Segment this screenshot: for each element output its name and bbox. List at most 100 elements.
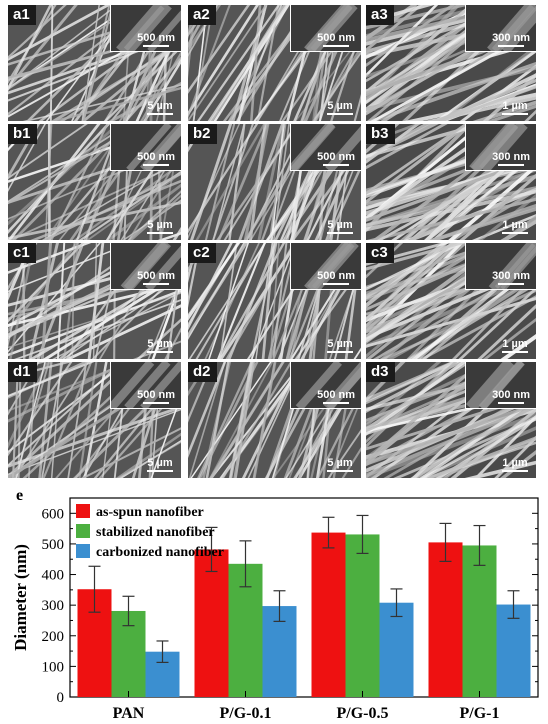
- panel-label-c3: c3: [366, 243, 394, 263]
- main-scale-label: 5 µm: [147, 457, 173, 469]
- main-scale-label: 5 µm: [327, 100, 353, 112]
- sem-inset-d2: 500 nm: [290, 362, 361, 409]
- inset-scale-line: [498, 45, 525, 47]
- sem-inset-c3: 300 nm: [465, 243, 536, 290]
- main-scale-line: [147, 470, 173, 472]
- main-scale-bar: 1 µm: [502, 338, 528, 353]
- main-scale-bar: 1 µm: [502, 219, 528, 234]
- legend-swatch-2: [76, 544, 90, 558]
- fiber-texture: [366, 362, 536, 478]
- y-tick-label: 100: [42, 659, 65, 675]
- inset-scale-bar: 500 nm: [137, 270, 175, 285]
- main-scale-label: 5 µm: [327, 338, 353, 350]
- main-scale-line: [502, 113, 528, 115]
- inset-scale-label: 500 nm: [137, 32, 175, 44]
- panel-label-d1: d1: [8, 362, 37, 382]
- main-scale-line: [147, 351, 173, 353]
- x-tick-label: P/G-0.1: [220, 705, 272, 722]
- main-scale-line: [147, 113, 173, 115]
- panel-label-b2: b2: [188, 124, 217, 144]
- main-scale-line: [327, 232, 353, 234]
- inset-scale-line: [143, 283, 170, 285]
- inset-scale-label: 500 nm: [317, 270, 355, 282]
- y-tick-label: 300: [42, 598, 65, 614]
- sem-inset-c1: 500 nm: [110, 243, 181, 290]
- panel-label-c2: c2: [188, 243, 216, 263]
- main-scale-line: [502, 470, 528, 472]
- inset-scale-line: [143, 402, 170, 404]
- inset-scale-bar: 300 nm: [492, 389, 530, 404]
- main-scale-line: [327, 351, 353, 353]
- inset-scale-label: 500 nm: [317, 151, 355, 163]
- legend-label-2: carbonized nanofiber: [96, 545, 224, 560]
- sem-panel-d2: 500 nm d2 5 µm: [188, 362, 361, 478]
- inset-scale-label: 500 nm: [137, 389, 175, 401]
- inset-scale-bar: 300 nm: [492, 270, 530, 285]
- inset-scale-label: 500 nm: [137, 151, 175, 163]
- panel-label-d3: d3: [366, 362, 395, 382]
- sem-panel-c3: 300 nm c3 1 µm: [366, 243, 536, 359]
- main-scale-line: [502, 232, 528, 234]
- sem-inset-b1: 500 nm: [110, 124, 181, 171]
- inset-scale-label: 500 nm: [317, 389, 355, 401]
- inset-scale-bar: 300 nm: [492, 151, 530, 166]
- y-tick-label: 0: [57, 690, 65, 706]
- inset-scale-label: 300 nm: [492, 270, 530, 282]
- bar-0-2: [311, 532, 346, 697]
- panel-label-b1: b1: [8, 124, 37, 144]
- sem-inset-a1: 500 nm: [110, 5, 181, 52]
- legend-label-0: as-spun nanofiber: [96, 505, 204, 520]
- legend-swatch-1: [76, 524, 90, 538]
- inset-scale-line: [323, 283, 350, 285]
- inset-scale-label: 500 nm: [317, 32, 355, 44]
- inset-scale-line: [498, 164, 525, 166]
- main-scale-label: 5 µm: [327, 219, 353, 231]
- panel-label-a1: a1: [8, 5, 36, 25]
- legend-label-1: stabilized nanofiber: [96, 525, 215, 540]
- inset-scale-line: [323, 402, 350, 404]
- main-scale-bar: 5 µm: [147, 338, 173, 353]
- bar-0-3: [428, 542, 463, 697]
- main-scale-bar: 5 µm: [327, 100, 353, 115]
- diameter-bar-chart: 0 100 200 300 400 500 600 Diameter (nm) e PAN P/G-…: [11, 487, 539, 722]
- sem-panel-b3: 300 nm b3 1 µm: [366, 124, 536, 240]
- main-scale-bar: 5 µm: [147, 457, 173, 472]
- sem-panel-c2: 500 nm c2 5 µm: [188, 243, 361, 359]
- inset-scale-line: [143, 45, 170, 47]
- main-scale-bar: 5 µm: [147, 219, 173, 234]
- main-scale-label: 5 µm: [147, 219, 173, 231]
- sem-inset-b2: 500 nm: [290, 124, 361, 171]
- x-tick-label: P/G-1: [460, 705, 500, 722]
- inset-scale-bar: 500 nm: [137, 32, 175, 47]
- inset-scale-bar: 500 nm: [317, 270, 355, 285]
- x-tick-label: PAN: [113, 705, 145, 722]
- sem-panel-c1: 500 nm c1 5 µm: [8, 243, 181, 359]
- y-tick-label: 600: [42, 506, 65, 522]
- sem-image-grid: 500 nm a1 5 µm 500 nm a2 5 µm 300 nm a3 1 µm 500 …: [8, 5, 536, 478]
- main-scale-bar: 5 µm: [327, 219, 353, 234]
- bar-0-1: [194, 549, 229, 697]
- x-tick-label: P/G-0.5: [337, 705, 389, 722]
- main-scale-label: 1 µm: [502, 338, 528, 350]
- y-axis-label: Diameter (nm): [11, 544, 30, 651]
- main-scale-bar: 5 µm: [327, 338, 353, 353]
- bar-1-3: [462, 545, 497, 697]
- sem-panel-a1: 500 nm a1 5 µm: [8, 5, 181, 121]
- sem-panel-d3: 300 nm d3 1 µm: [366, 362, 536, 478]
- inset-scale-line: [498, 402, 525, 404]
- sem-inset-d3: 300 nm: [465, 362, 536, 409]
- inset-scale-bar: 300 nm: [492, 32, 530, 47]
- main-scale-label: 5 µm: [327, 457, 353, 469]
- bar-2-3: [496, 604, 531, 697]
- main-scale-line: [147, 232, 173, 234]
- inset-scale-bar: 500 nm: [317, 389, 355, 404]
- sem-panel-a3: 300 nm a3 1 µm: [366, 5, 536, 121]
- legend-swatch-0: [76, 504, 90, 518]
- main-scale-label: 1 µm: [502, 457, 528, 469]
- panel-label-d2: d2: [188, 362, 217, 382]
- inset-scale-line: [323, 164, 350, 166]
- sem-panel-d1: 500 nm d1 5 µm: [8, 362, 181, 478]
- main-scale-bar: 5 µm: [147, 100, 173, 115]
- sem-inset-a2: 500 nm: [290, 5, 361, 52]
- main-scale-bar: 1 µm: [502, 100, 528, 115]
